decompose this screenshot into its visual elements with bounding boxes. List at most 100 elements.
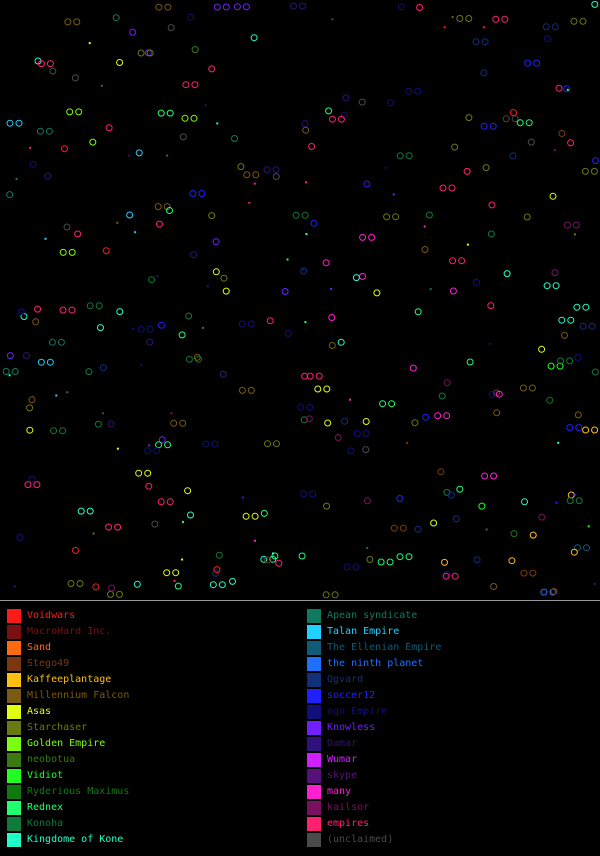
legend-label: (unclaimed) [327, 834, 394, 845]
star-marker [396, 495, 404, 502]
star-marker [166, 207, 173, 214]
star-marker [222, 3, 230, 11]
star-marker-small [349, 398, 352, 401]
star-marker [107, 590, 114, 598]
legend-entry: The Ellenian Empire [307, 640, 441, 656]
star-marker [359, 272, 366, 280]
legend-label: soccer12 [327, 690, 376, 701]
star-marker [524, 59, 532, 67]
star-marker-small [305, 181, 307, 184]
star-marker-small [166, 154, 169, 157]
star-marker [191, 81, 199, 89]
star-marker [250, 34, 258, 42]
star-marker-small [132, 327, 135, 330]
star-marker [158, 436, 166, 444]
star-marker [167, 24, 175, 32]
legend-entry: Stego49 [7, 656, 129, 672]
star-marker [368, 233, 376, 241]
legend-entry: kailsor [307, 800, 441, 816]
star-marker [495, 390, 503, 398]
star-marker [549, 192, 557, 200]
star-marker [489, 122, 497, 130]
star-marker [76, 580, 84, 587]
star-marker [178, 331, 186, 339]
legend-entry: Konoha [7, 816, 129, 832]
star-marker [212, 569, 220, 577]
star-map[interactable] [0, 0, 600, 600]
star-marker [567, 139, 575, 147]
star-marker-small [443, 26, 446, 29]
star-marker [465, 114, 473, 122]
legend-label: Voidwars [27, 610, 76, 621]
star-marker [473, 278, 480, 286]
star-marker [112, 14, 120, 22]
star-marker [163, 203, 171, 211]
star-marker [148, 276, 156, 284]
star-marker [472, 38, 480, 46]
star-marker [308, 143, 316, 150]
legend-label: The Ellenian Empire [327, 642, 442, 653]
star-marker [187, 13, 195, 21]
star-marker [352, 563, 360, 571]
star-marker [190, 114, 198, 122]
star-marker [59, 248, 67, 256]
star-marker [458, 257, 466, 265]
legend-label: MacroHard Inc. [27, 626, 112, 637]
star-marker [581, 167, 589, 175]
star-marker [516, 119, 524, 127]
star-marker [146, 338, 154, 346]
star-marker [527, 138, 535, 146]
star-marker [463, 167, 471, 175]
legend-label: Sand [27, 642, 52, 653]
legend-label: Kaffeeplantage [27, 674, 112, 685]
star-marker [575, 424, 583, 432]
star-marker [551, 269, 559, 277]
star-marker [579, 17, 587, 25]
legend-swatch [307, 721, 321, 735]
legend-swatch [7, 769, 21, 783]
star-marker [416, 4, 424, 11]
star-marker [271, 552, 279, 560]
legend-label: the ninth planet [327, 658, 424, 669]
legend-swatch [7, 817, 21, 831]
legend-entry: MacroHard Inc. [7, 624, 129, 640]
legend-label: many [327, 786, 352, 797]
legend-swatch [307, 609, 321, 623]
star-marker-small [29, 146, 32, 149]
star-marker [46, 60, 54, 68]
star-marker [105, 523, 113, 531]
legend-swatch [307, 817, 321, 831]
star-marker [566, 497, 574, 505]
star-marker [451, 143, 459, 151]
star-marker [558, 130, 566, 137]
star-marker [137, 49, 145, 57]
star-marker [323, 502, 331, 510]
star-marker [301, 211, 309, 219]
star-marker [480, 69, 488, 77]
star-marker [366, 556, 374, 563]
star-marker [443, 571, 451, 578]
star-marker [373, 289, 381, 297]
star-marker [166, 109, 174, 117]
legend-entry: Asas [7, 704, 129, 720]
legend-label: Wumar [327, 754, 358, 765]
star-marker [443, 488, 451, 496]
star-marker [396, 553, 404, 561]
legend-label: neobotua [27, 754, 76, 765]
star-marker [73, 18, 81, 26]
star-marker [456, 485, 464, 493]
star-marker [405, 87, 413, 95]
star-marker-small [573, 233, 576, 236]
star-marker [77, 507, 85, 515]
star-marker-small [574, 494, 577, 497]
star-marker [558, 316, 566, 324]
star-marker-small [92, 532, 95, 535]
star-marker-small [170, 412, 173, 415]
star-marker [17, 308, 25, 316]
star-marker [185, 355, 193, 363]
star-marker [490, 583, 498, 590]
star-marker [533, 59, 541, 67]
star-marker [116, 590, 123, 598]
star-marker [284, 329, 292, 337]
legend-label: skype [327, 770, 358, 781]
